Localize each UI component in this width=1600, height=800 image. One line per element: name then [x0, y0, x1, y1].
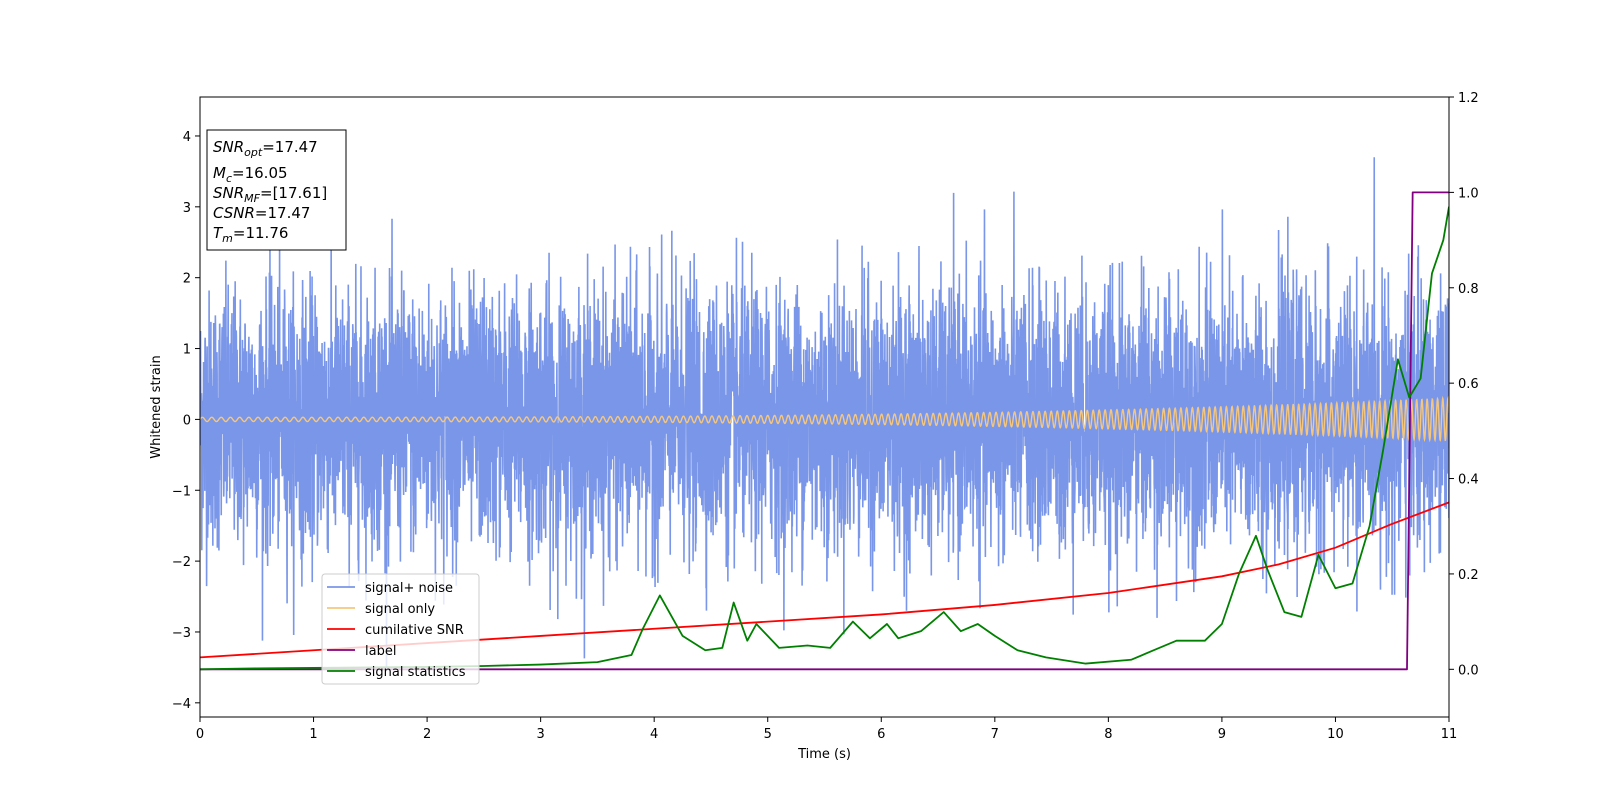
legend-label: signal only: [365, 602, 435, 617]
x-tick-label: 4: [650, 727, 658, 742]
legend-label: label: [365, 644, 396, 659]
x-tick-label: 11: [1441, 727, 1458, 742]
x-tick-label: 7: [991, 727, 999, 742]
info-line: SNRMF=[17.61]: [213, 184, 327, 205]
series-signal-noise: [200, 157, 1449, 668]
series-signal-statistics: [200, 206, 1449, 671]
legend: signal+ noise signal only cumilative SNR la…: [321, 573, 480, 685]
y-tick-label-left: −3: [172, 626, 191, 641]
y-tick-label-right: 1.0: [1458, 186, 1479, 201]
x-tick-label: 10: [1327, 727, 1344, 742]
info-box-frame: [206, 129, 347, 251]
y-tick-label-left: 4: [183, 130, 191, 145]
axes-frame: [199, 96, 1450, 718]
series-label: [200, 191, 1449, 671]
y-tick-label-right: 0.6: [1458, 377, 1479, 392]
x-tick-label: 5: [764, 727, 772, 742]
info-line: CSNR=17.47: [213, 204, 310, 222]
legend-label: signal statistics: [365, 665, 466, 680]
x-tick-label: 9: [1218, 727, 1226, 742]
x-tick-label: 3: [536, 727, 544, 742]
y-tick-label-left: 1: [183, 343, 191, 358]
info-line: Tm=11.76: [213, 224, 288, 245]
y-tick-label-left: 2: [183, 272, 191, 287]
y-tick-label-left: −1: [172, 484, 191, 499]
info-line: Mc=16.05: [213, 164, 288, 185]
legend-label: signal+ noise: [365, 581, 453, 596]
legend-frame: [321, 573, 480, 685]
y-tick-label-left: 3: [183, 201, 191, 216]
info-line: SNRopt=17.47: [213, 138, 318, 159]
y-tick-label-left: 0: [183, 413, 191, 428]
x-axis-label: Time (s): [797, 747, 851, 762]
y-tick-label-right: 0.8: [1458, 282, 1479, 297]
y-tick-label-left: −2: [172, 555, 191, 570]
info-box: SNRopt=17.47 Mc=16.05SNRMF=[17.61]CSNR=17…: [206, 129, 347, 251]
x-tick-label: 2: [423, 727, 431, 742]
y-tick-label-right: 0.2: [1458, 568, 1479, 583]
series-signal-only: [200, 395, 1449, 443]
x-tick-label: 0: [196, 727, 204, 742]
x-tick-label: 1: [309, 727, 317, 742]
y-tick-label-left: −4: [172, 697, 191, 712]
x-tick-label: 8: [1104, 727, 1112, 742]
legend-label: cumilative SNR: [365, 623, 464, 638]
y-tick-label-right: 0.4: [1458, 473, 1479, 488]
y-tick-label-right: 0.0: [1458, 663, 1479, 678]
x-tick-label: 6: [877, 727, 885, 742]
axes: 0 1 2 3 4 5 6 7 8 9 10 1143210−1−2−3−41.21.00.80.60…: [149, 91, 1479, 762]
y-axis-label: Whitened strain: [149, 355, 164, 458]
y-tick-label-right: 1.2: [1458, 91, 1479, 106]
